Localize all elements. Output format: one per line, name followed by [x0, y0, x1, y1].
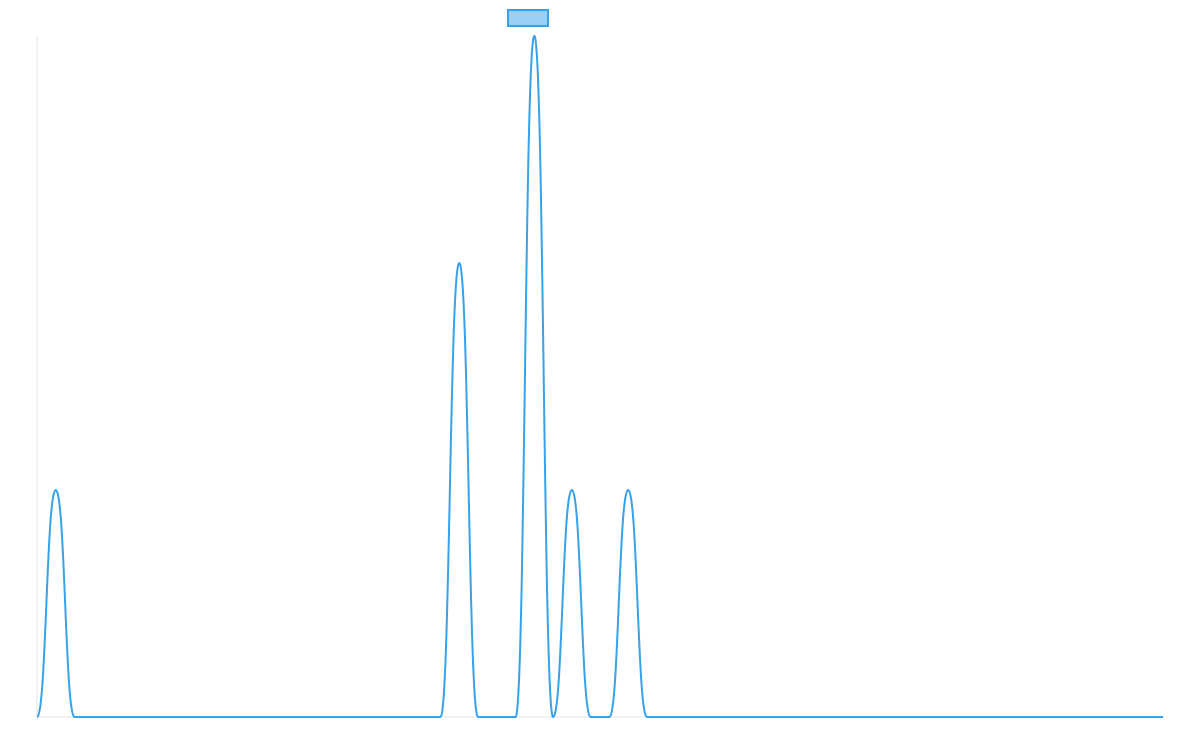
legend[interactable] — [507, 9, 549, 27]
legend-swatch[interactable] — [507, 9, 549, 27]
series-layer — [36, 35, 1163, 719]
series-line-0 — [36, 35, 1163, 719]
axes — [36, 36, 1163, 718]
